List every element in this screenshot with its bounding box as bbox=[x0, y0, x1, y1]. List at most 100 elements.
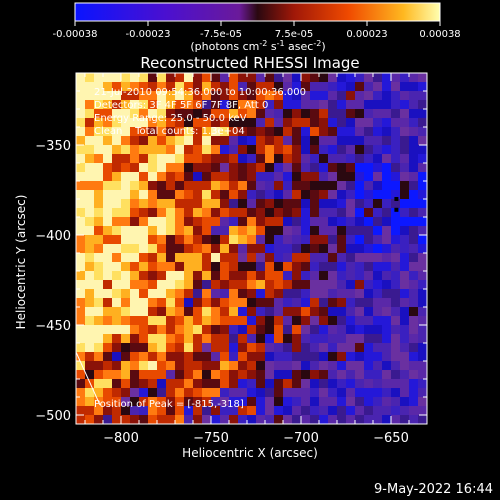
heatmap-cell bbox=[301, 145, 310, 154]
heatmap-cell bbox=[202, 127, 211, 136]
heatmap-cell bbox=[328, 244, 337, 253]
heatmap-cell bbox=[292, 244, 301, 253]
heatmap-cell bbox=[292, 145, 301, 154]
heatmap-cell bbox=[193, 406, 202, 415]
heatmap-cell bbox=[319, 352, 328, 361]
heatmap-cell bbox=[139, 136, 148, 145]
heatmap-cell bbox=[175, 190, 184, 199]
heatmap-cell bbox=[184, 136, 193, 145]
heatmap-cell bbox=[337, 100, 346, 109]
heatmap-cell bbox=[175, 127, 184, 136]
heatmap-cell bbox=[130, 208, 139, 217]
heatmap-cell bbox=[139, 190, 148, 199]
heatmap-cell bbox=[274, 199, 283, 208]
heatmap-cell bbox=[157, 226, 166, 235]
heatmap-cell bbox=[382, 82, 391, 91]
annotation-detectors: Detectors: 3F 4F 5F 6F 7F 8F, Att 0 bbox=[94, 100, 268, 111]
heatmap-cell bbox=[382, 163, 391, 172]
heatmap-cell bbox=[328, 397, 337, 406]
heatmap-cell bbox=[229, 199, 238, 208]
heatmap-cell bbox=[346, 361, 355, 370]
heatmap-cell bbox=[184, 370, 193, 379]
heatmap-cell bbox=[292, 271, 301, 280]
heatmap-cell bbox=[220, 316, 229, 325]
heatmap-cell bbox=[301, 163, 310, 172]
heatmap-cell bbox=[193, 73, 202, 82]
heatmap-cell bbox=[130, 235, 139, 244]
heatmap-cell bbox=[301, 316, 310, 325]
heatmap-cell bbox=[193, 226, 202, 235]
heatmap-cell bbox=[175, 217, 184, 226]
heatmap-cell bbox=[148, 289, 157, 298]
heatmap-cell bbox=[229, 73, 238, 82]
heatmap-cell bbox=[283, 244, 292, 253]
heatmap-cell bbox=[337, 361, 346, 370]
heatmap-cell bbox=[292, 415, 301, 424]
heatmap-cell bbox=[85, 172, 94, 181]
heatmap-cell bbox=[184, 145, 193, 154]
colorbar-tick-label: 7.5e-05 bbox=[275, 29, 313, 40]
heatmap-cell bbox=[229, 289, 238, 298]
heatmap-cell bbox=[229, 361, 238, 370]
heatmap-cell bbox=[76, 262, 85, 271]
heatmap-cell bbox=[409, 316, 418, 325]
heatmap-cell bbox=[400, 343, 409, 352]
heatmap-cell bbox=[103, 334, 112, 343]
heatmap-cell bbox=[409, 199, 418, 208]
heatmap-cell bbox=[364, 226, 373, 235]
heatmap-cell bbox=[265, 91, 274, 100]
heatmap-cell bbox=[265, 379, 274, 388]
heatmap-cell bbox=[211, 262, 220, 271]
heatmap-cell bbox=[139, 100, 148, 109]
heatmap-cell bbox=[373, 118, 382, 127]
heatmap-cell bbox=[94, 271, 103, 280]
heatmap-cell bbox=[94, 253, 103, 262]
heatmap-cell bbox=[238, 298, 247, 307]
heatmap-cell bbox=[346, 397, 355, 406]
heatmap-cell bbox=[364, 262, 373, 271]
heatmap-cell bbox=[130, 145, 139, 154]
heatmap-cell bbox=[220, 352, 229, 361]
heatmap-cell bbox=[94, 172, 103, 181]
heatmap-cell bbox=[121, 154, 130, 163]
heatmap-cell bbox=[157, 217, 166, 226]
heatmap-cells bbox=[76, 73, 427, 424]
heatmap-cell bbox=[193, 397, 202, 406]
heatmap-cell bbox=[319, 262, 328, 271]
heatmap-cell bbox=[364, 82, 373, 91]
heatmap-cell bbox=[364, 388, 373, 397]
heatmap-cell bbox=[265, 118, 274, 127]
heatmap-cell bbox=[373, 226, 382, 235]
heatmap-cell bbox=[184, 343, 193, 352]
heatmap-cell bbox=[148, 172, 157, 181]
heatmap-cell bbox=[112, 379, 121, 388]
heatmap-cell bbox=[328, 316, 337, 325]
heatmap-cell bbox=[148, 145, 157, 154]
heatmap-cell bbox=[220, 172, 229, 181]
heatmap-cell bbox=[157, 370, 166, 379]
heatmap-cell bbox=[418, 199, 427, 208]
heatmap-cell bbox=[76, 127, 85, 136]
heatmap-cell bbox=[256, 154, 265, 163]
heatmap-cell bbox=[121, 91, 130, 100]
heatmap-cell bbox=[346, 388, 355, 397]
heatmap-cell bbox=[355, 280, 364, 289]
heatmap-cell bbox=[229, 316, 238, 325]
heatmap-cell bbox=[319, 199, 328, 208]
heatmap-cell bbox=[112, 262, 121, 271]
heatmap-cell bbox=[112, 73, 121, 82]
heatmap-cell bbox=[283, 361, 292, 370]
heatmap-cell bbox=[382, 262, 391, 271]
heatmap-cell bbox=[292, 379, 301, 388]
heatmap-cell bbox=[319, 136, 328, 145]
heatmap-cell bbox=[130, 154, 139, 163]
heatmap-cell bbox=[274, 181, 283, 190]
heatmap-cell bbox=[238, 325, 247, 334]
heatmap-cell bbox=[121, 406, 130, 415]
heatmap-cell bbox=[94, 217, 103, 226]
heatmap-cell bbox=[202, 388, 211, 397]
heatmap-cell bbox=[301, 253, 310, 262]
heatmap-cell bbox=[121, 316, 130, 325]
heatmap-cell bbox=[229, 370, 238, 379]
heatmap-cell bbox=[400, 82, 409, 91]
